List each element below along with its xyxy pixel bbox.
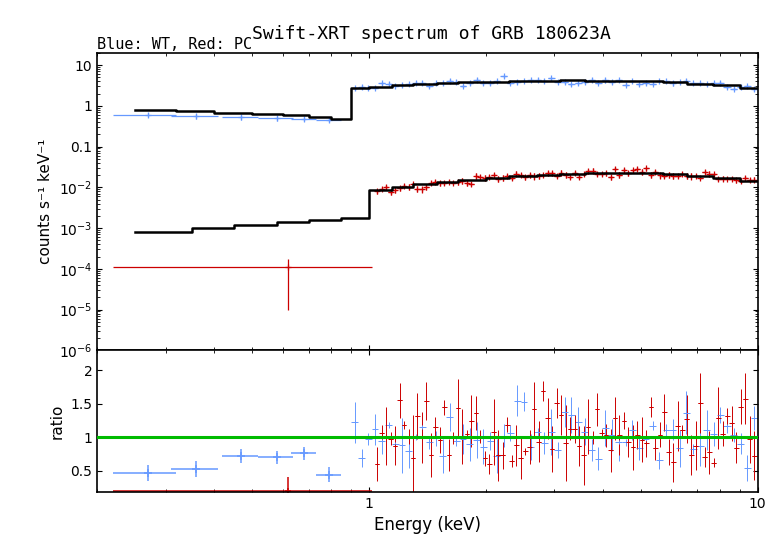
Y-axis label: ratio: ratio (50, 404, 64, 439)
Text: Swift-XRT spectrum of GRB 180623A: Swift-XRT spectrum of GRB 180623A (252, 25, 611, 43)
Text: Blue: WT, Red: PC: Blue: WT, Red: PC (97, 37, 253, 52)
Y-axis label: counts s⁻¹ keV⁻¹: counts s⁻¹ keV⁻¹ (38, 139, 53, 264)
X-axis label: Energy (keV): Energy (keV) (374, 517, 481, 534)
